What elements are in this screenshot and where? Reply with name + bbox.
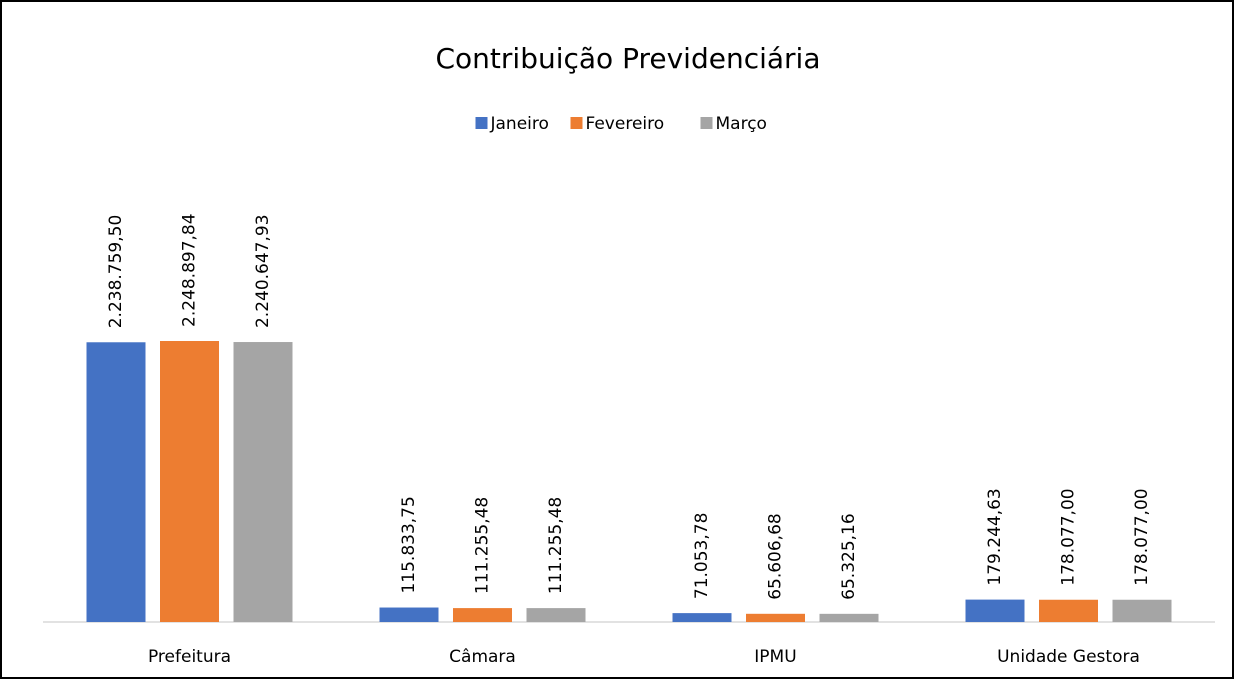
bar bbox=[160, 341, 219, 622]
data-label: 179.244,63 bbox=[985, 488, 1005, 585]
bar bbox=[1039, 599, 1098, 622]
legend-swatch bbox=[700, 117, 713, 129]
data-label: 115.833,75 bbox=[399, 496, 419, 593]
data-label: 2.248.897,84 bbox=[180, 213, 200, 327]
data-label: 178.077,00 bbox=[1059, 488, 1079, 585]
x-tick-label: IPMU bbox=[754, 647, 796, 667]
bar bbox=[746, 613, 805, 622]
legend-label: Março bbox=[716, 114, 767, 134]
bar bbox=[819, 613, 879, 622]
data-label: 111.255,48 bbox=[473, 497, 493, 594]
bar bbox=[233, 342, 293, 622]
data-label: 111.255,48 bbox=[546, 497, 566, 594]
legend-label: Janeiro bbox=[490, 114, 549, 134]
x-tick-label: Prefeitura bbox=[148, 647, 231, 667]
data-label: 2.240.647,93 bbox=[253, 214, 273, 328]
data-label: 71.053,78 bbox=[692, 513, 712, 600]
legend-label: Fevereiro bbox=[586, 114, 665, 134]
bar bbox=[965, 599, 1025, 622]
data-label: 2.238.759,50 bbox=[106, 215, 126, 329]
bar bbox=[86, 342, 146, 622]
x-tick-label: Unidade Gestora bbox=[997, 647, 1140, 667]
bar bbox=[526, 608, 586, 622]
chart-title: Contribuição Previdenciária bbox=[436, 42, 821, 75]
bar bbox=[453, 608, 512, 622]
legend-swatch bbox=[570, 117, 583, 129]
data-label: 65.606,68 bbox=[766, 513, 786, 600]
bar bbox=[1112, 599, 1172, 622]
bar bbox=[672, 613, 732, 622]
data-label: 178.077,00 bbox=[1132, 488, 1152, 585]
x-tick-label: Câmara bbox=[449, 647, 516, 667]
bar bbox=[379, 607, 439, 622]
legend-swatch bbox=[475, 117, 488, 129]
data-label: 65.325,16 bbox=[839, 513, 859, 600]
